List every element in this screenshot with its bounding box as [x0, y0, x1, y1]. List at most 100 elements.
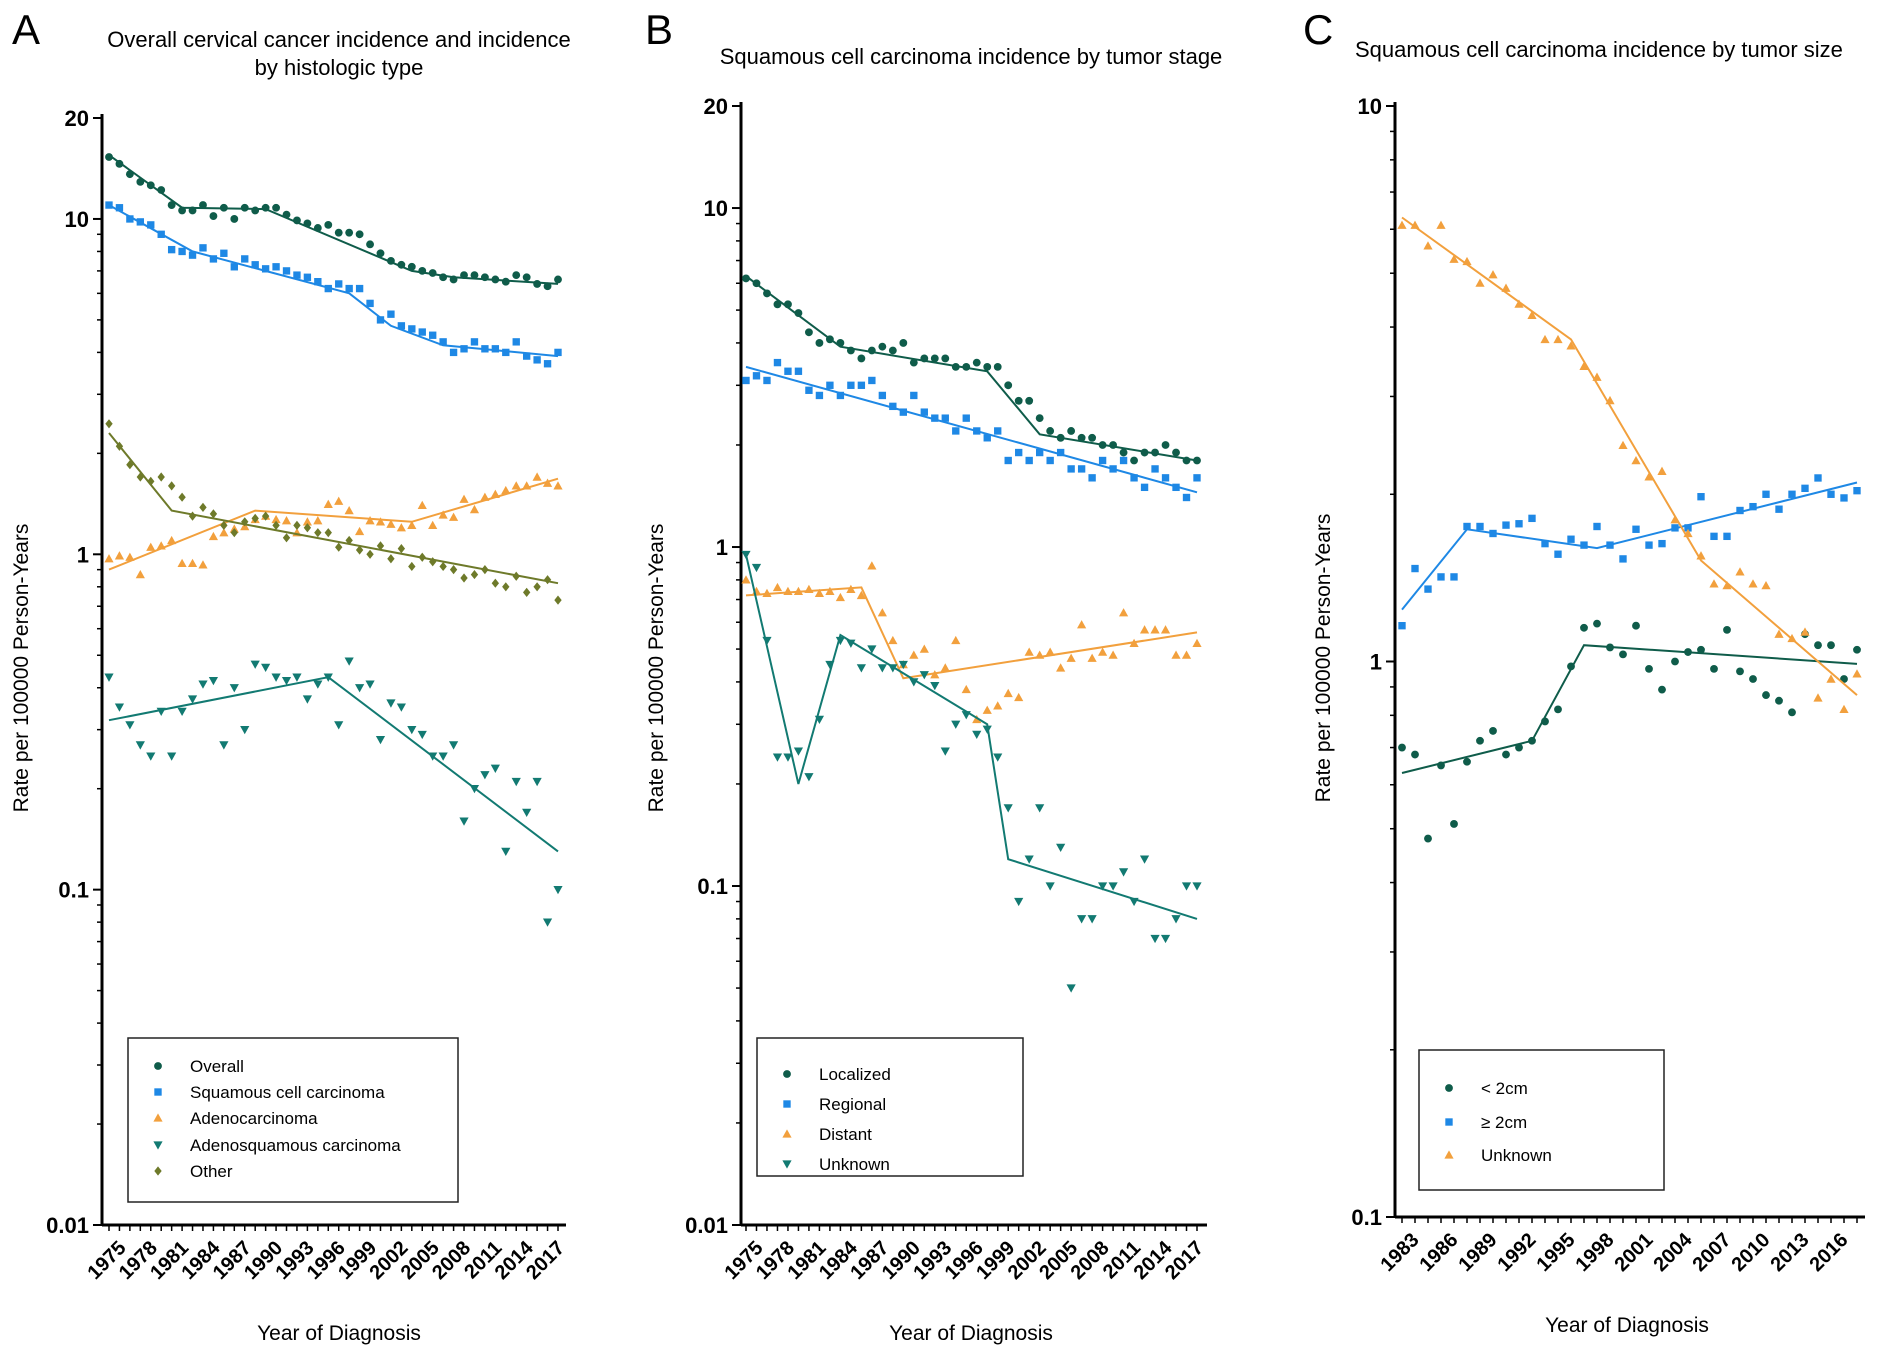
panel-a-squamous-cell-carcinoma-point — [303, 273, 312, 281]
panel-a-adenocarcinoma-point — [198, 560, 208, 569]
panel-c-unknown-point — [1553, 334, 1563, 344]
panel-a-overall-point — [480, 273, 489, 282]
panel-a-adenosquamous-carcinoma-point — [344, 657, 354, 666]
panel-b-distant-point — [1118, 608, 1129, 617]
panel-b-unknown-point — [909, 678, 919, 687]
panel-a-adenosquamous-carcinoma-point — [281, 676, 292, 686]
panel-c-lt-2cm-point — [1593, 619, 1601, 628]
panel-c-gte-2cm-point — [1840, 494, 1848, 502]
panel-a-squamous-cell-carcinoma-point — [314, 278, 322, 286]
panel-a-squamous-cell-carcinoma-point — [230, 263, 238, 271]
panel-a-adenosquamous-carcinoma-series — [104, 657, 563, 927]
panel-a-overall-point — [491, 275, 500, 284]
panel-b-distant-point — [1035, 650, 1045, 659]
panel-b-legend-label: Localized — [819, 1065, 891, 1084]
panel-c-label: C — [1303, 6, 1333, 53]
panel-c-lt-2cm-point — [1502, 750, 1510, 759]
panel-a-squamous-cell-carcinoma-point — [209, 255, 218, 263]
panel-b-localized-point — [1151, 448, 1159, 457]
panel-b-unknown-point — [1118, 868, 1129, 877]
panel-a-squamous-cell-carcinoma-point — [491, 345, 500, 353]
panel-b-localized-point — [983, 362, 992, 371]
panel-b-distant-point — [762, 588, 772, 598]
panel-c-unknown-point — [1709, 579, 1719, 588]
panel-b-distant-point — [1045, 647, 1055, 656]
panel-b-unknown-point — [867, 645, 877, 654]
panel-a-other-point — [387, 554, 395, 564]
panel-b-distant-point — [909, 650, 919, 659]
panel-b-localized-point — [1119, 448, 1128, 457]
panel-a-adenocarcinoma-point — [114, 551, 125, 560]
panel-b-distant-point — [1003, 688, 1013, 698]
panel-a-adenocarcinoma-point — [511, 481, 521, 490]
panel-a-adenocarcinoma-point — [323, 499, 333, 508]
panel-a-squamous-cell-carcinoma-point — [178, 247, 186, 256]
panel-c-gte-2cm-point — [1463, 522, 1471, 531]
panel-b-localized-point — [1035, 414, 1044, 423]
panel-a-adenosquamous-carcinoma-point — [219, 741, 229, 750]
panel-a-squamous-cell-carcinoma-point — [282, 267, 291, 275]
panel-c-unknown-point — [1592, 372, 1602, 381]
panel-c-lt-2cm-point — [1554, 705, 1562, 714]
panel-b-regional-point — [1067, 465, 1075, 473]
panel-b-regional-point — [868, 376, 876, 385]
panel-a-adenocarcinoma-point — [187, 558, 198, 567]
panel-b-distant-point — [1171, 650, 1181, 659]
panel-a-squamous-cell-carcinoma-point — [502, 348, 510, 357]
panel-a-squamous-cell-carcinoma-point — [335, 280, 343, 288]
panel-b-regional-trend-line — [745, 365, 1198, 494]
panel-c-lt-2cm-trend-line — [1401, 644, 1858, 774]
panel-a-adenocarcinoma-point — [365, 516, 375, 525]
panel-a-adenocarcinoma-point — [438, 510, 448, 519]
panel-b-x-axis-title: Year of Diagnosis — [889, 1322, 1053, 1345]
panel-b-distant-point — [1098, 647, 1108, 656]
panel-a-squamous-cell-carcinoma-series — [105, 201, 562, 368]
panel-c-legend-marker — [1444, 1150, 1454, 1159]
panel-b-localized-point — [878, 342, 887, 351]
panel-a-other-point — [115, 441, 124, 451]
panel-c-gte-2cm-point — [1762, 490, 1770, 498]
panel-a-adenocarcinoma-point — [522, 481, 532, 490]
panel-b-unknown-point — [751, 563, 762, 573]
panel-b-unknown-point — [877, 664, 887, 673]
panel-c-unknown-point — [1462, 256, 1472, 266]
panel-c-lt-2cm-point — [1606, 643, 1614, 652]
panel-b-distant-point — [982, 705, 992, 714]
panel-b-regional-point — [1182, 493, 1191, 502]
panel-c-legend-box — [1418, 1049, 1665, 1191]
panel-c-unknown-point — [1735, 567, 1745, 576]
panel-a-adenosquamous-carcinoma-point — [396, 703, 406, 712]
panel-a-title-line: Overall cervical cancer incidence and in… — [107, 27, 570, 52]
panel-a-overall-point — [387, 256, 395, 265]
panel-a-squamous-cell-carcinoma-point — [355, 284, 364, 293]
panel-b-localized-point — [773, 300, 782, 309]
panel-a-squamous-cell-carcinoma-point — [533, 356, 541, 364]
panel-b-unknown-point — [1098, 882, 1108, 891]
panel-c-lt-2cm-point — [1658, 685, 1666, 694]
panel-a-adenosquamous-carcinoma-point — [125, 721, 135, 730]
panel-c-legend-marker — [1445, 1084, 1453, 1092]
panel-c-x-tick-label: 1983 — [1377, 1229, 1424, 1276]
panel-a-other-point — [303, 523, 312, 533]
panel-b-unknown-point — [930, 681, 940, 691]
panel-a-squamous-cell-carcinoma-point — [324, 284, 332, 293]
panel-a-adenosquamous-carcinoma-point — [501, 847, 511, 857]
panel-a-adenocarcinoma-point — [396, 523, 406, 532]
panel-b-distant-point — [1181, 650, 1192, 659]
panel-a-adenocarcinoma-point — [135, 569, 145, 579]
panel-b-distant-point — [1077, 620, 1087, 629]
panel-b-unknown-point — [846, 639, 856, 648]
panel-b-distant-point — [804, 584, 814, 594]
panel-b-localized-point — [836, 339, 845, 347]
panel-a-other-point — [251, 513, 259, 523]
panel-c-unknown-trend-line — [1401, 216, 1858, 696]
panel-a-squamous-cell-carcinoma-point — [408, 325, 416, 333]
panel-a-squamous-cell-carcinoma-point — [512, 338, 520, 346]
panel-c-lt-2cm-point — [1450, 820, 1458, 828]
panel-a-overall-point — [188, 206, 197, 215]
panel-b-regional-point — [1056, 448, 1065, 457]
panel-c-x-tick-label: 1989 — [1455, 1229, 1502, 1276]
panel-a-adenocarcinoma-point — [177, 558, 187, 567]
panel-a-adenosquamous-carcinoma-point — [532, 777, 542, 787]
panel-b-regional-point — [805, 386, 813, 394]
